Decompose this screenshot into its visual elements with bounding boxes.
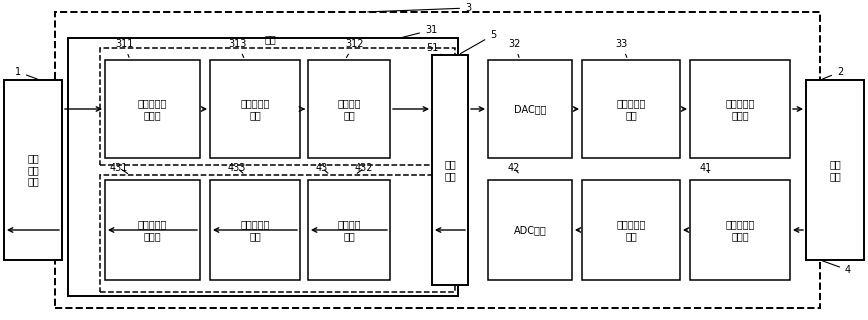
Text: DAC单元: DAC单元 — [514, 104, 546, 114]
Text: 正交上变频
单元: 正交上变频 单元 — [616, 98, 646, 120]
Text: 第一功率放
大单元: 第一功率放 大单元 — [726, 98, 754, 120]
Text: 432: 432 — [355, 163, 373, 173]
Text: 接口
模块: 接口 模块 — [444, 159, 456, 181]
Text: 31: 31 — [403, 25, 437, 37]
Bar — [210, 180, 300, 280]
Bar — [582, 60, 680, 158]
Bar — [100, 175, 455, 292]
Text: 32: 32 — [508, 39, 521, 57]
Bar — [488, 60, 572, 158]
Text: 收发
天线: 收发 天线 — [829, 159, 841, 181]
Text: 313: 313 — [228, 39, 247, 58]
Bar — [806, 80, 864, 260]
Text: 第一混频
单元: 第一混频 单元 — [338, 98, 361, 120]
Text: 第二低通滤
波器: 第二低通滤 波器 — [240, 219, 270, 241]
Bar — [4, 80, 62, 260]
Text: 431: 431 — [110, 163, 128, 173]
Text: 第二混频
单元: 第二混频 单元 — [338, 219, 361, 241]
Text: 正交下变频
单元: 正交下变频 单元 — [616, 219, 646, 241]
Text: 控制
处理
模块: 控制 处理 模块 — [27, 153, 39, 187]
Text: 1: 1 — [15, 67, 37, 79]
Bar — [55, 12, 820, 308]
Text: 基板: 基板 — [264, 34, 276, 44]
Text: 3: 3 — [368, 3, 471, 13]
Bar — [210, 60, 300, 158]
Text: 5: 5 — [460, 30, 496, 54]
Bar — [105, 180, 200, 280]
Text: 51: 51 — [426, 43, 442, 55]
Text: 41: 41 — [700, 163, 713, 173]
Text: 基带信号产
生单元: 基带信号产 生单元 — [138, 98, 168, 120]
Text: 311: 311 — [115, 39, 134, 57]
Text: 第一低通滤
波器: 第一低通滤 波器 — [240, 98, 270, 120]
Text: 4: 4 — [823, 261, 851, 275]
Text: 43: 43 — [316, 163, 328, 173]
Bar — [690, 180, 790, 280]
Text: 33: 33 — [615, 39, 628, 58]
Bar — [690, 60, 790, 158]
Bar — [432, 55, 468, 285]
Bar — [100, 48, 455, 165]
Bar — [582, 180, 680, 280]
Bar — [308, 180, 390, 280]
Text: 433: 433 — [228, 163, 247, 173]
Bar — [488, 180, 572, 280]
Text: 312: 312 — [345, 39, 364, 58]
Bar — [68, 38, 458, 296]
Text: 2: 2 — [823, 67, 843, 79]
Text: 第二功率放
大单元: 第二功率放 大单元 — [726, 219, 754, 241]
Text: ADC单元: ADC单元 — [514, 225, 546, 235]
Bar — [105, 60, 200, 158]
Text: 42: 42 — [508, 163, 521, 173]
Bar — [308, 60, 390, 158]
Text: 基带信号处
理单元: 基带信号处 理单元 — [138, 219, 168, 241]
